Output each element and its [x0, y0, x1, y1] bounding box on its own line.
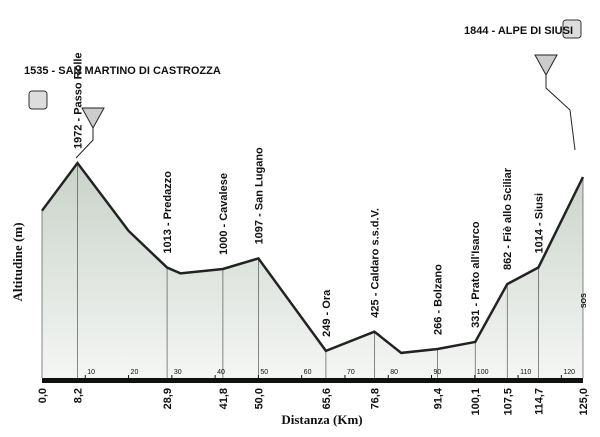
climb-marker — [81, 107, 105, 130]
x-axis-label: Distanza (Km) — [281, 412, 362, 427]
start-label: 1535 - SAN MARTINO DI CASTROZZA — [24, 65, 221, 77]
place-label: 249 - Ora — [321, 289, 333, 337]
km-label: 91,4 — [433, 387, 445, 409]
y-axis-label: Altitudine (m) — [10, 222, 25, 301]
km-label: 76,8 — [369, 388, 381, 409]
place-label: 1013 - Predazzo — [162, 171, 174, 254]
place-label: 1014 - Siusi — [533, 193, 545, 254]
x-tick-label: 10 — [87, 369, 95, 376]
x-tick-label: 20 — [131, 369, 139, 376]
x-tick-label: 30 — [174, 369, 182, 376]
end-label: SOS — [581, 293, 588, 308]
x-tick-label: 40 — [217, 369, 225, 376]
km-label: 100,1 — [470, 388, 482, 416]
place-label: 862 - Fiè allo Sciliar — [502, 167, 514, 270]
x-tick-label: 70 — [347, 369, 355, 376]
place-label: 266 - Bolzano — [433, 264, 445, 335]
place-label: 425 - Caldaro s.s.d.V. — [369, 208, 381, 318]
km-label: 41,8 — [218, 388, 230, 409]
x-tick-label: 100 — [477, 369, 489, 376]
climb-leader — [75, 128, 94, 159]
km-label: 50,0 — [253, 388, 265, 409]
x-tick-label: 50 — [260, 369, 268, 376]
km-label: 65,6 — [321, 388, 333, 409]
profile-area — [42, 163, 583, 378]
km-label: 107,5 — [502, 388, 514, 416]
profile-line — [40, 160, 585, 355]
km-label: 8,2 — [72, 388, 84, 403]
x-tick-label: 80 — [390, 369, 398, 376]
place-label: 1000 - Cavalese — [218, 173, 230, 255]
x-tick-label: 110 — [520, 369, 531, 376]
start-icon — [28, 90, 48, 110]
km-label: 28,9 — [162, 388, 174, 409]
km-label: 114,7 — [533, 388, 545, 415]
x-tick-label: 90 — [434, 369, 442, 376]
place-label: 1097 - San Lugano — [253, 147, 265, 244]
place-label: 331 - Prato all'Isarco — [470, 221, 482, 328]
climb-marker — [534, 54, 558, 77]
km-label: 0,0 — [37, 388, 49, 403]
km-label: 125,0 — [578, 388, 590, 416]
finish-label: 1844 - ALPE DI SIUSI — [464, 25, 573, 37]
x-tick-label: 120 — [563, 369, 575, 376]
finish-icon — [562, 19, 582, 39]
climb-leader — [545, 75, 576, 151]
place-label: 1972 - Passo Rolle — [72, 52, 84, 149]
x-axis-bar — [42, 378, 583, 383]
x-tick-label: 60 — [304, 369, 312, 376]
